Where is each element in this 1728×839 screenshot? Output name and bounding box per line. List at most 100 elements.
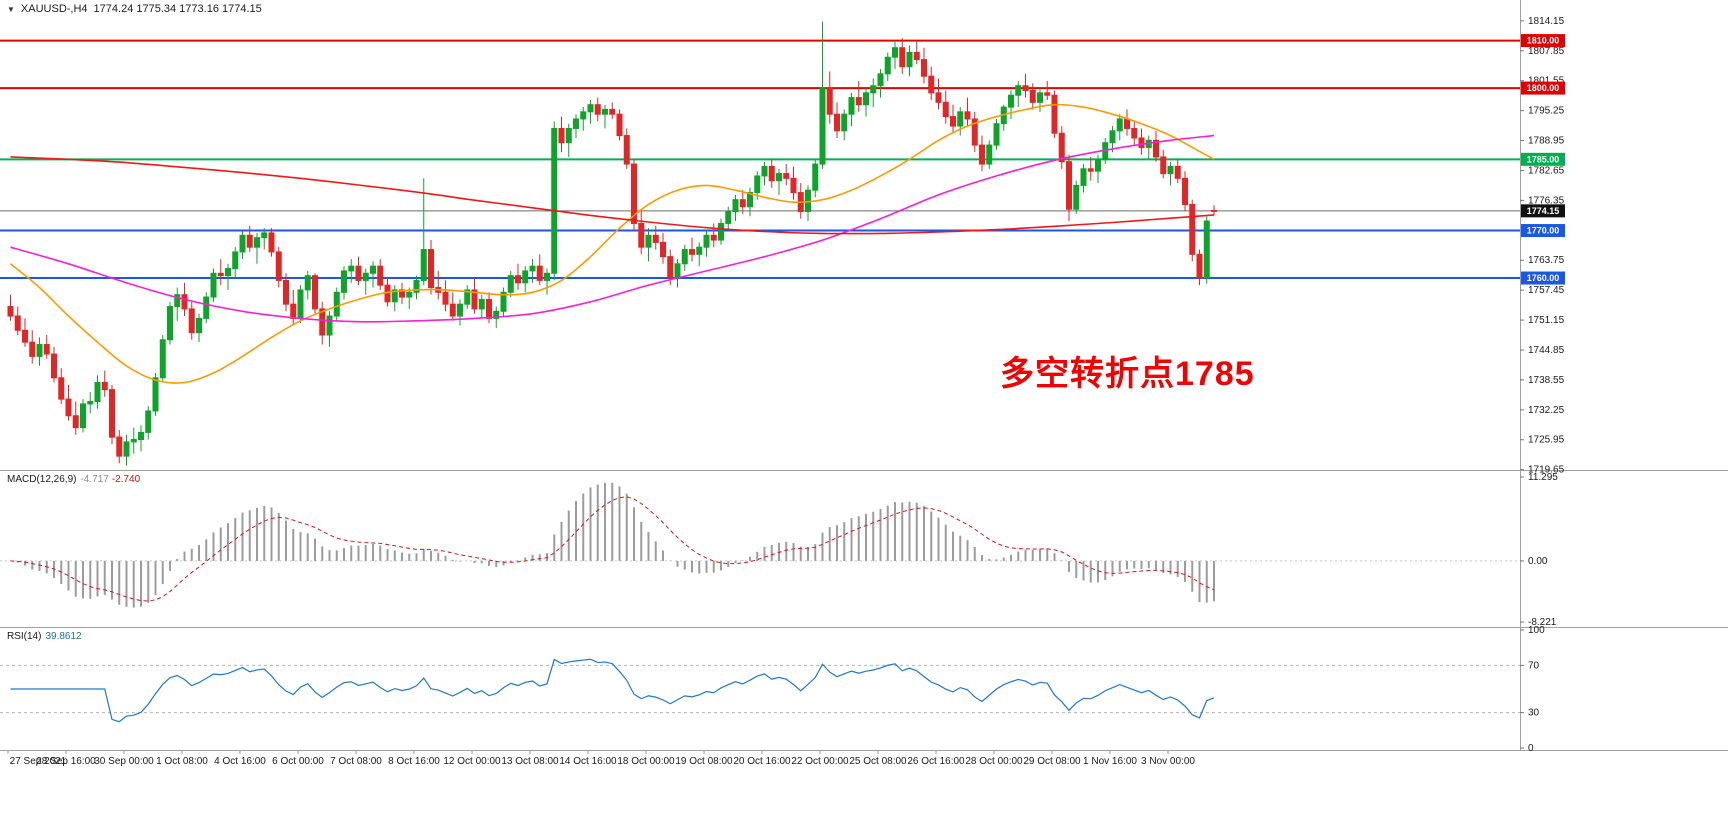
candle	[471, 289, 478, 310]
candle	[51, 353, 57, 379]
rsi-tick-label: 0	[1528, 743, 1534, 754]
candle	[877, 73, 884, 87]
rsi-tick-label: 70	[1528, 660, 1540, 671]
price-box-label: 1810.00	[1527, 36, 1560, 46]
candle	[1109, 130, 1116, 144]
candle	[355, 265, 362, 281]
candle	[834, 113, 840, 132]
rsi-indicator-label: RSI(14) 39.8612	[7, 631, 82, 642]
candle	[486, 298, 492, 319]
candle	[747, 192, 753, 208]
candle	[1182, 177, 1188, 205]
candle	[384, 284, 391, 303]
price-box	[1521, 224, 1565, 238]
candle	[217, 272, 224, 277]
price-box-label: 1785.00	[1527, 154, 1560, 164]
candle	[928, 75, 935, 94]
candle	[22, 329, 28, 343]
collapse-icon[interactable]: ▼	[7, 4, 15, 14]
candle	[884, 56, 891, 75]
candle	[130, 439, 137, 443]
ma-fast-orange	[9, 103, 1215, 384]
price-tick-label: 1782.65	[1528, 165, 1565, 176]
candle	[14, 315, 21, 331]
candle	[283, 279, 289, 305]
candle	[304, 275, 311, 291]
candle	[87, 401, 94, 405]
candle	[1015, 85, 1022, 96]
candle	[43, 344, 50, 355]
price-tick-label: 1738.55	[1528, 375, 1565, 386]
candle	[341, 270, 347, 293]
price-box-label: 1770.00	[1527, 226, 1560, 236]
candle	[413, 279, 420, 293]
price-axis[interactable]: 1814.15 1807.85 1801.55 1795.25 1788.95 1782.…	[1520, 16, 1565, 754]
candle	[703, 234, 710, 248]
candle	[1029, 89, 1036, 103]
candle	[1124, 118, 1130, 129]
candle	[681, 249, 688, 265]
time-label: 13 Oct 08:00	[501, 756, 559, 767]
time-label: 20 Oct 16:00	[733, 756, 791, 767]
ma-slow-red	[10, 156, 1215, 235]
candle	[623, 135, 630, 165]
price-box-label: 1800.00	[1527, 83, 1560, 93]
candle	[652, 234, 659, 243]
price-tick-label: 1732.25	[1528, 405, 1565, 416]
candle	[536, 265, 543, 281]
price-box	[1521, 152, 1565, 166]
macd-name: MACD(12,26,9)	[7, 474, 77, 485]
candle	[312, 275, 318, 310]
time-label: 1 Oct 08:00	[156, 756, 208, 767]
candle	[500, 291, 507, 312]
candle	[848, 97, 855, 115]
candle	[776, 173, 782, 182]
price-tick-label: 1801.55	[1528, 76, 1565, 87]
candle	[138, 431, 144, 441]
candle	[275, 251, 282, 281]
candle	[464, 289, 471, 305]
price-tick-label: 1776.35	[1528, 195, 1565, 206]
rsi-name: RSI(14)	[7, 631, 42, 642]
time-label: 8 Oct 16:00	[388, 756, 440, 767]
annotation-text[interactable]: 多空转折点1785	[1000, 355, 1255, 393]
time-label: 26 Oct 16:00	[907, 756, 965, 767]
time-label: 27 Sep 2021	[10, 756, 67, 767]
candle	[761, 165, 768, 177]
candle	[812, 163, 819, 191]
candle	[167, 306, 173, 341]
candle	[362, 272, 369, 281]
price-tick-label: 1807.85	[1528, 46, 1565, 57]
main-price-pane[interactable]	[0, 21, 1520, 466]
candle	[507, 275, 514, 293]
candle	[1037, 92, 1043, 103]
time-label: 19 Oct 08:00	[675, 756, 733, 767]
time-label: 28 Oct 00:00	[965, 756, 1023, 767]
rsi-pane[interactable]	[0, 658, 1520, 723]
macd-tick-label: -8.221	[1528, 617, 1557, 628]
candle	[529, 265, 536, 272]
candle	[732, 199, 739, 213]
macd-pane[interactable]	[0, 482, 1520, 608]
candle	[442, 291, 449, 305]
candle	[7, 306, 14, 317]
candle	[870, 85, 877, 94]
candle	[979, 144, 985, 165]
candle	[1058, 132, 1065, 163]
candle	[522, 270, 529, 284]
price-box-label: 1774.15	[1527, 206, 1560, 216]
candle	[957, 111, 964, 127]
price-tick-label: 1788.95	[1528, 136, 1565, 147]
candle	[109, 389, 115, 438]
rsi-line	[10, 658, 1215, 723]
candle	[239, 234, 246, 253]
candle	[768, 165, 775, 182]
price-tick-label: 1814.15	[1528, 16, 1565, 27]
candle	[297, 289, 304, 319]
candle	[935, 92, 942, 103]
candle	[188, 308, 195, 334]
candle	[739, 199, 746, 208]
